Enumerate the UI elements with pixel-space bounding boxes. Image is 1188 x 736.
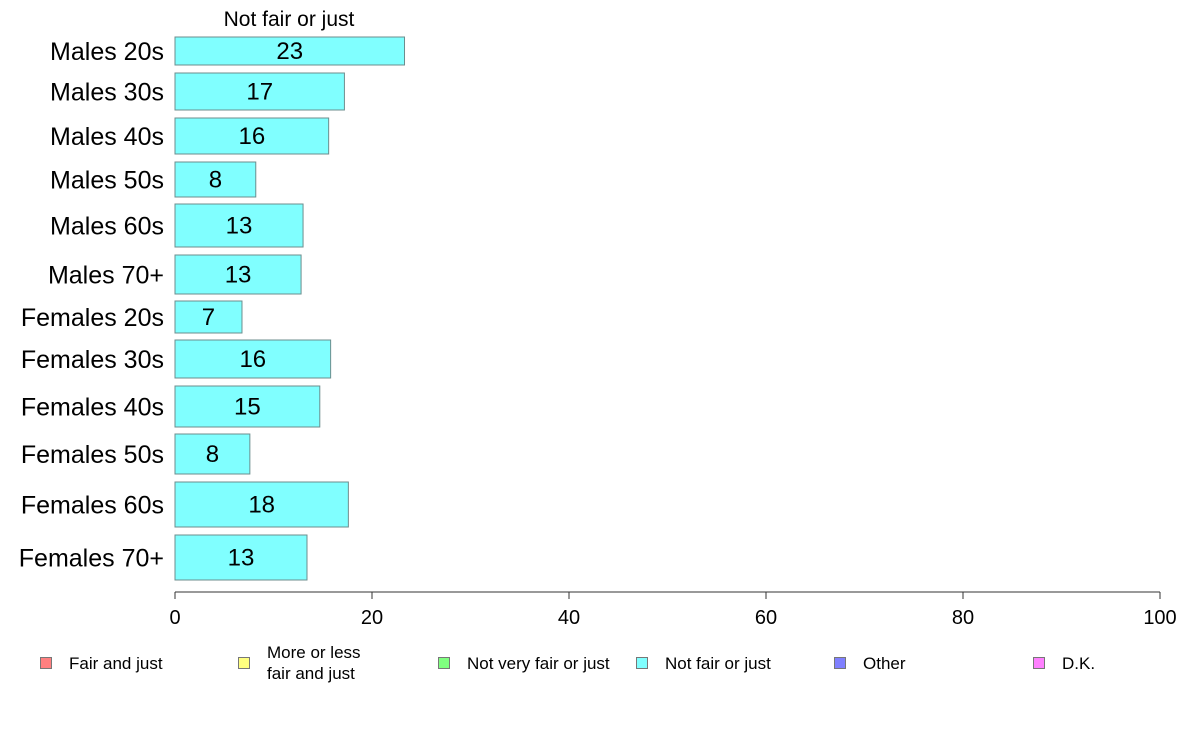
legend-item: Not very fair or just <box>438 640 610 686</box>
legend-label: Not fair or just <box>665 653 771 673</box>
legend-label: More or less fair and just <box>267 643 361 683</box>
category-label: Males 40s <box>50 123 164 151</box>
x-tick-label: 20 <box>361 607 383 629</box>
bar-7 <box>174 339 332 379</box>
x-tick-label: 80 <box>952 607 974 629</box>
legend-item: Not fair or just <box>636 640 771 686</box>
legend-label: D.K. <box>1062 653 1096 673</box>
legend-swatch <box>238 657 250 669</box>
legend-item: Other <box>834 640 906 686</box>
category-label: Males 60s <box>50 213 164 241</box>
x-tick-label: 60 <box>755 607 777 629</box>
bar-9 <box>174 433 251 475</box>
category-label: Males 20s <box>50 38 164 66</box>
legend-swatch <box>1033 657 1045 669</box>
category-label: Females 20s <box>21 304 164 332</box>
bar-3 <box>174 161 257 198</box>
category-label: Females 40s <box>21 394 164 422</box>
legend-label: Fair and just <box>69 653 163 673</box>
category-label: Females 30s <box>21 346 164 374</box>
legend-swatch <box>438 657 450 669</box>
bar-5 <box>174 254 302 295</box>
data-label: 23 <box>276 38 303 65</box>
legend-label: Other <box>863 653 906 673</box>
legend-item: More or less fair and just <box>238 640 361 686</box>
bar-4 <box>174 203 304 248</box>
category-label: Males 70+ <box>48 262 164 290</box>
data-label: 18 <box>248 492 275 519</box>
category-label: Females 70+ <box>19 545 164 573</box>
data-label: 13 <box>226 213 253 240</box>
category-label: Males 30s <box>50 79 164 107</box>
x-tick-label: 40 <box>558 607 580 629</box>
bar-10 <box>174 481 349 528</box>
data-label: 7 <box>202 304 215 331</box>
data-label: 16 <box>238 123 265 150</box>
data-label: 17 <box>246 79 273 106</box>
category-label: Females 50s <box>21 441 164 469</box>
x-axis: 0 20 40 60 80 100 <box>169 591 1177 629</box>
panel-title: Not fair or just <box>224 8 355 31</box>
data-label: 13 <box>225 262 252 289</box>
category-labels: Males 20s Males 30s Males 40s Males 50s Male… <box>19 38 164 573</box>
legend-swatch <box>636 657 648 669</box>
legend-swatch <box>834 657 846 669</box>
legend-label: Not very fair or just <box>467 653 610 673</box>
bar-1 <box>174 72 345 111</box>
legend-item: Fair and just <box>40 640 163 686</box>
x-tick-label: 0 <box>169 607 180 629</box>
category-label: Males 50s <box>50 167 164 195</box>
bar-2 <box>174 117 330 155</box>
data-label: 8 <box>209 167 222 194</box>
x-tick-label: 100 <box>1143 607 1176 629</box>
category-label: Females 60s <box>21 492 164 520</box>
bar-8 <box>174 385 321 428</box>
bar-11 <box>174 534 308 581</box>
data-label: 8 <box>206 441 219 468</box>
bar-6 <box>174 300 243 334</box>
data-label: 15 <box>234 394 261 421</box>
legend: Fair and just More or less fair and just N… <box>0 640 1188 690</box>
data-label: 16 <box>239 346 266 373</box>
legend-item: D.K. <box>1033 640 1095 686</box>
data-label: 13 <box>228 545 255 572</box>
legend-swatch <box>40 657 52 669</box>
bar-0 <box>174 36 406 66</box>
